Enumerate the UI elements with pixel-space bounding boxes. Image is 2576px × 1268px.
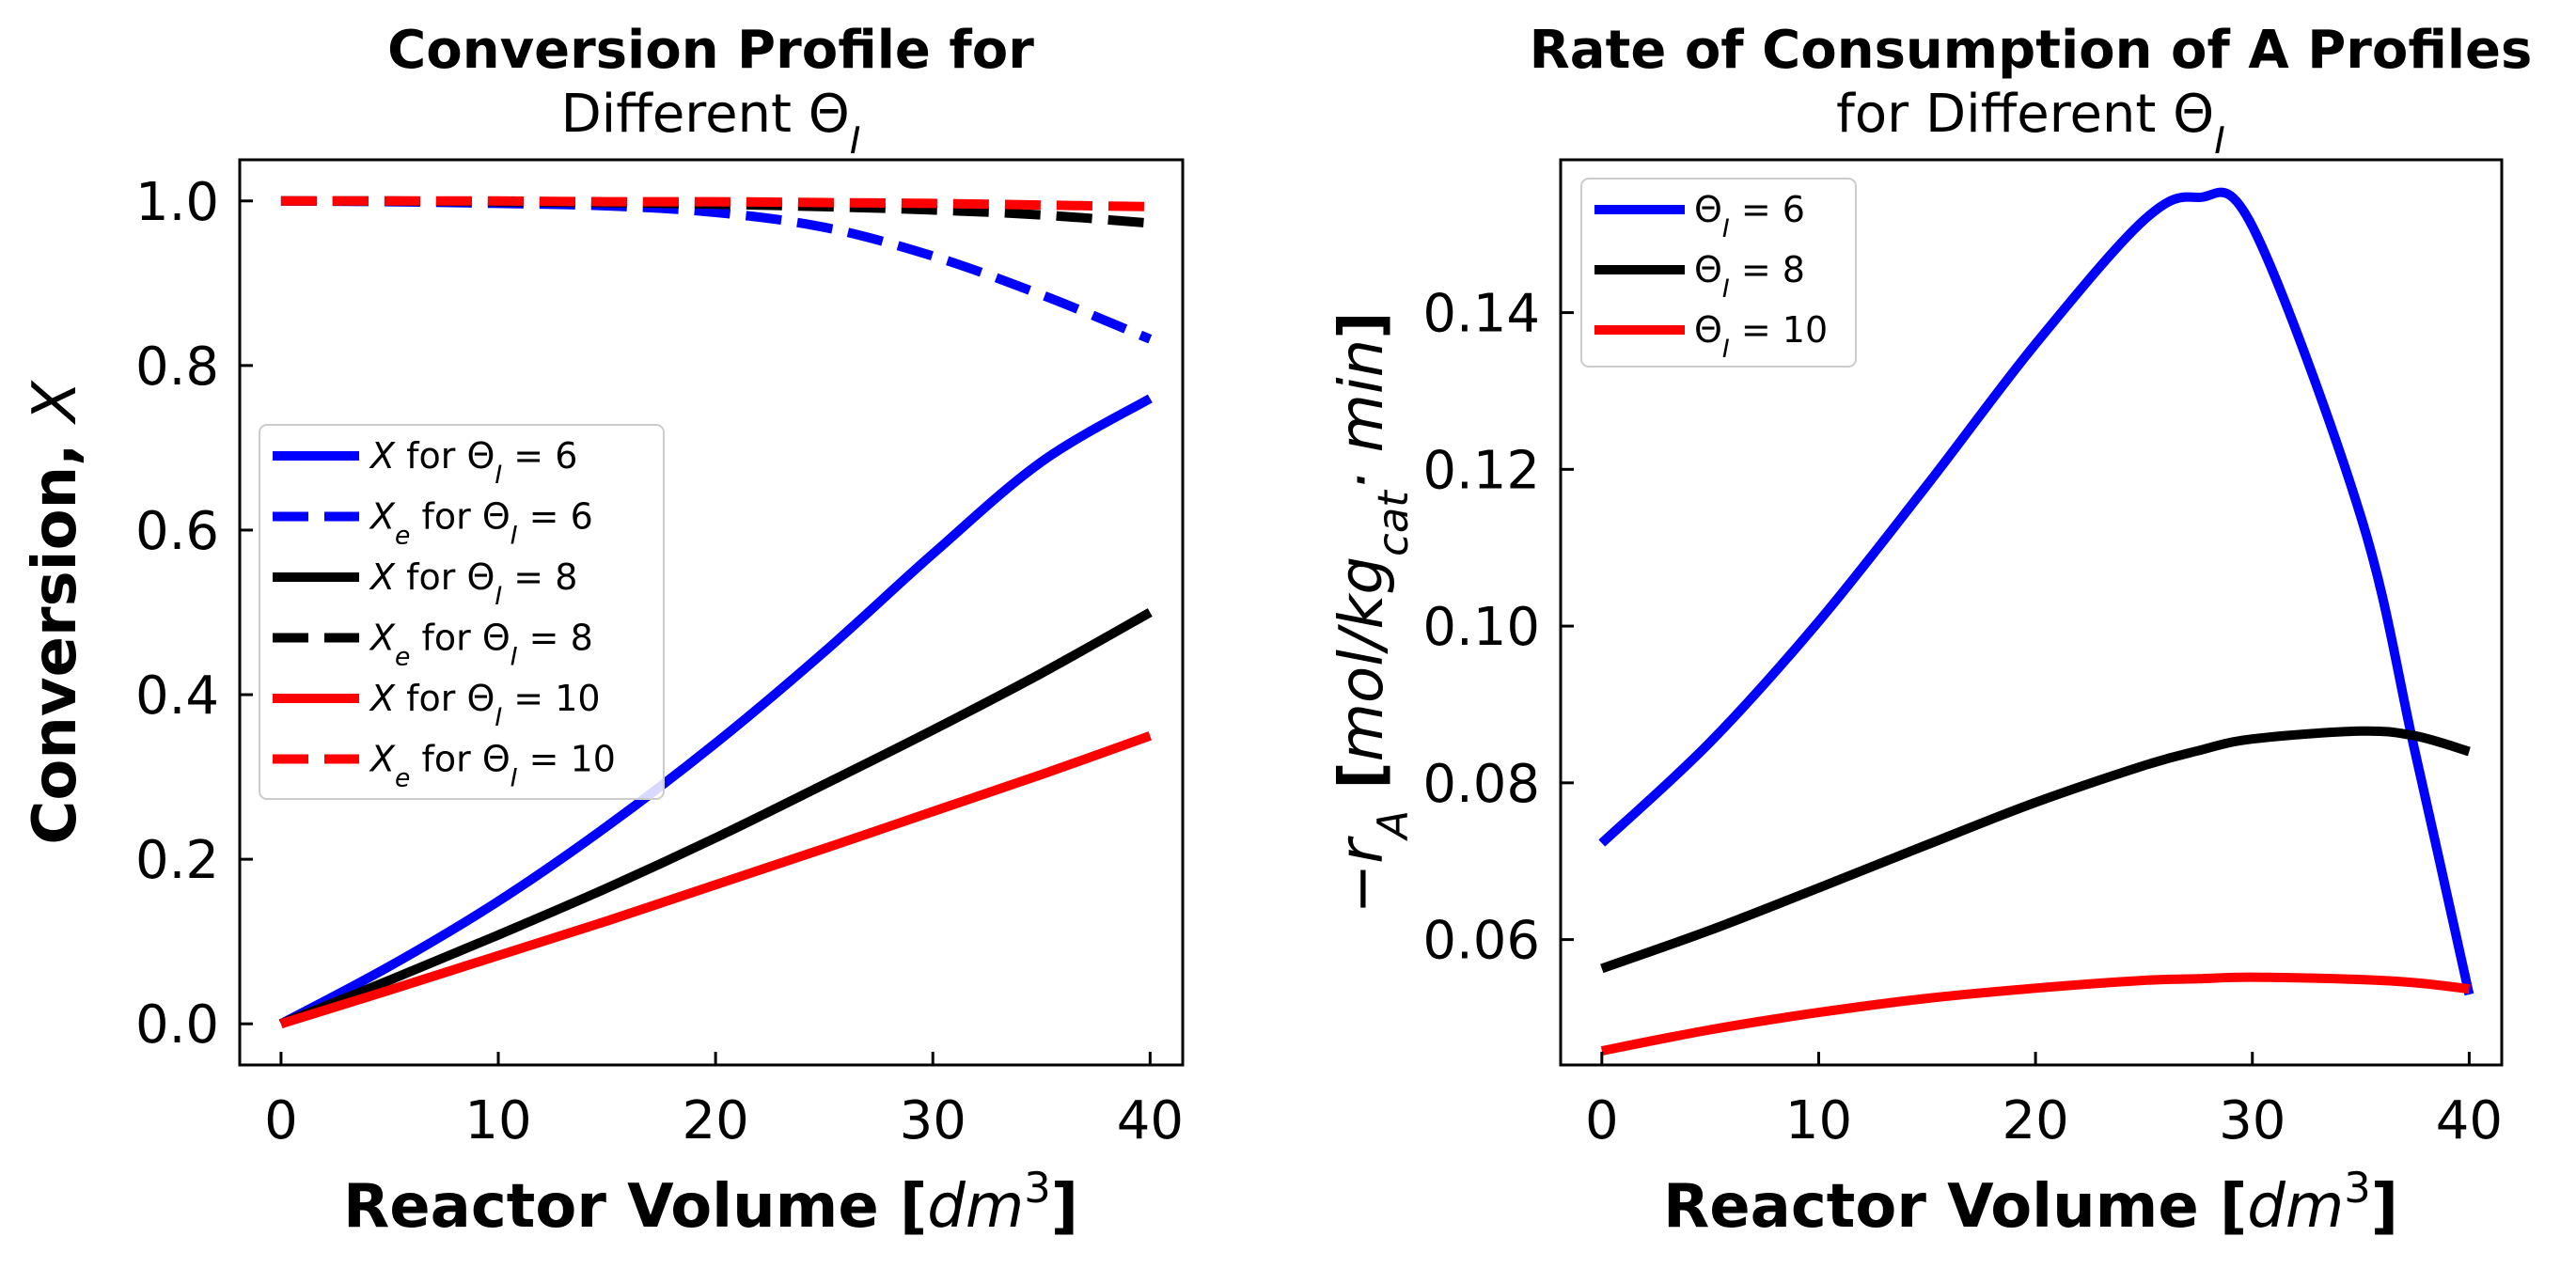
x-tick-label: 0 (264, 1090, 298, 1151)
y-axis-label: −rA [mol/kgcat· min] (1327, 312, 1418, 915)
x-tick-label: 20 (682, 1090, 748, 1151)
legend-label: ΘI = 10 (1694, 309, 1828, 364)
legend-label: ΘI = 6 (1694, 189, 1805, 243)
chart-title-line2: Different ΘI (561, 84, 861, 163)
y-tick-label: 0.0 (135, 994, 219, 1056)
series-line-0 (278, 394, 1153, 1028)
chart-title-line1: Conversion Profile for (387, 20, 1034, 81)
x-tick-label: 30 (2219, 1090, 2285, 1151)
x-axis-label: Reactor Volume [dm3] (1663, 1163, 2398, 1243)
x-tick-label: 20 (2002, 1090, 2068, 1151)
chart-title-line2: for Different ΘI (1836, 84, 2225, 163)
series-lines (1598, 187, 2474, 1056)
y-tick-label: 0.08 (1422, 754, 1540, 815)
x-tick-label: 10 (1785, 1090, 1852, 1151)
y-tick-label: 0.14 (1422, 284, 1540, 345)
series-line-2 (279, 608, 1153, 1028)
series-line-2 (1600, 972, 2470, 1056)
legend-label: Xe for ΘI = 6 (369, 496, 593, 551)
series-lines (278, 196, 1153, 1028)
x-tick-label: 30 (900, 1090, 966, 1151)
series-line-0 (1598, 187, 2474, 996)
series-line-1 (280, 196, 1153, 344)
x-axis-label: Reactor Volume [dm3] (343, 1163, 1078, 1243)
series-line-4 (279, 731, 1152, 1028)
legend-label: Xe for ΘI = 10 (369, 739, 616, 793)
x-tick-label: 0 (1585, 1090, 1619, 1151)
y-tick-label: 0.06 (1422, 911, 1540, 972)
legend-label: Xe for ΘI = 8 (369, 618, 593, 672)
y-tick-label: 0.8 (135, 337, 219, 398)
legend-frame (1580, 178, 1857, 368)
legend-label: X for ΘI = 8 (369, 556, 577, 611)
x-tick-label: 40 (1117, 1090, 1184, 1151)
legend-label: X for ΘI = 6 (369, 435, 577, 490)
x-tick-label: 40 (2436, 1090, 2503, 1151)
y-tick-label: 1.0 (135, 172, 219, 233)
legend-frame (259, 424, 665, 800)
legend-label: X for ΘI = 10 (369, 678, 601, 732)
series-line-1 (1600, 726, 2471, 974)
y-axis-label: Conversion, X (21, 380, 90, 844)
x-tick-label: 10 (464, 1090, 531, 1151)
y-tick-label: 0.12 (1422, 440, 1540, 501)
y-tick-label: 0.2 (135, 830, 219, 891)
series-line-5 (280, 196, 1151, 211)
legend: ΘI = 6 ΘI = 8ΘI = 10 (1580, 178, 1857, 368)
axes-frame (238, 158, 1185, 1067)
y-tick-label: 0.10 (1422, 597, 1540, 658)
chart-title-line1: Rate of Consumption of A Profiles (1530, 20, 2533, 81)
y-tick-label: 0.6 (135, 501, 219, 562)
axes-frame (1559, 158, 2504, 1067)
legend-label: ΘI = 8 (1694, 249, 1805, 304)
y-tick-label: 0.4 (135, 665, 219, 727)
legend: X for ΘI = 6 Xe for ΘI = 6X for ΘI = 8 Xe … (259, 424, 665, 800)
